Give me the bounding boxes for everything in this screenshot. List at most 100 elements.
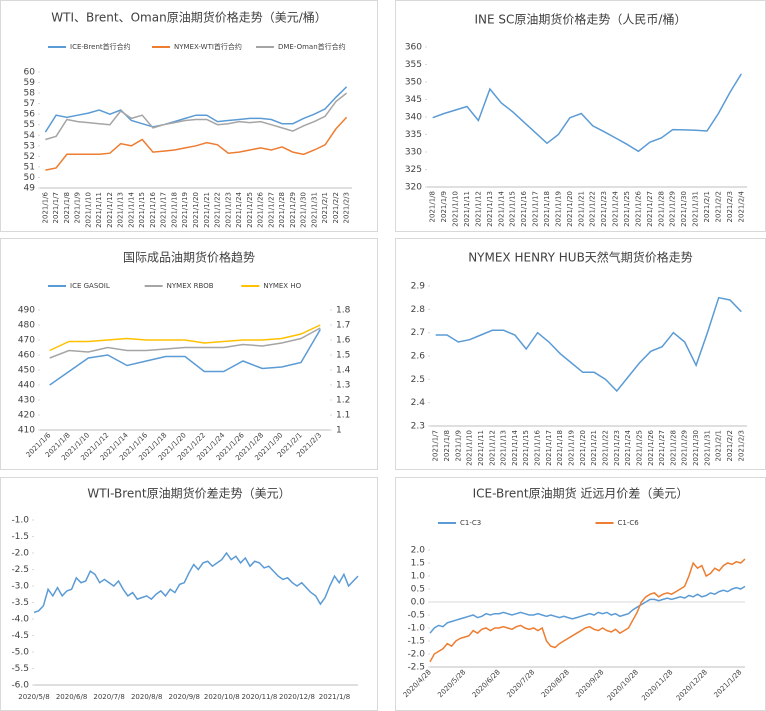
x-tick-label: 2021/1/19 — [181, 192, 189, 228]
legend-label: ICE-Brent首行合约 — [70, 42, 131, 51]
x-tick-label: 2021/1/17 — [532, 191, 540, 227]
x-tick-label: 2021/1/16 — [149, 191, 157, 227]
x-tick-label: 2020/10/8 — [204, 693, 240, 701]
series-line — [49, 327, 321, 359]
x-tick-label: 2021/1/30 — [680, 191, 688, 227]
x-tick-label: 2021/1/27 — [646, 191, 654, 227]
series-line — [49, 329, 321, 386]
chart-panel: WTI、Brent、Oman原油期货价格走势（美元/桶） 495051525354… — [0, 0, 378, 232]
y-tick-label: 1.1 — [336, 411, 350, 421]
x-tick-label: 2021/1/14 — [127, 191, 135, 227]
y-tick-label: 1.2 — [336, 396, 350, 406]
series-line — [45, 116, 348, 171]
x-tick-label: 2021/1/30 — [692, 430, 700, 466]
x-tick-label: 2021/1/11 — [463, 191, 471, 227]
y-tick-label: -2.5 — [11, 565, 29, 575]
y-tick-label: -4.0 — [11, 615, 29, 625]
y-tick-label: 360 — [405, 43, 422, 53]
x-tick-label: 2021/1/8 — [429, 191, 437, 222]
chart-title: WTI、Brent、Oman原油期货价格走势（美元/桶） — [51, 10, 326, 25]
y-tick-label: -5.0 — [11, 648, 29, 658]
x-tick-label: 2021/1/9 — [440, 191, 448, 222]
x-tick-label: 2021/2/3 — [343, 192, 351, 223]
y-tick-label: 2.0 — [411, 546, 426, 556]
x-tick-label: 2021/1/28 — [657, 191, 665, 227]
x-tick-label: 2021/1/24 — [235, 191, 243, 227]
x-tick-label: 2021/1/10 — [452, 191, 460, 227]
x-tick-label: 2021/1/10 — [84, 192, 92, 228]
x-tick-label: 2021/1/31 — [310, 192, 318, 228]
y-tick-label: 345 — [405, 95, 422, 105]
y-tick-label: -0.5 — [407, 611, 425, 621]
x-tick-label: 2021/1/9 — [454, 430, 462, 461]
y-tick-label: 2.8 — [411, 305, 426, 315]
y-tick-label: 330 — [405, 148, 422, 158]
y-tick-label: 1.7 — [336, 321, 350, 331]
y-tick-label: 325 — [405, 165, 422, 175]
y-tick-label: 2.3 — [411, 422, 425, 432]
legend-label: C1-C3 — [460, 519, 481, 527]
x-tick-label: 2021/1/17 — [160, 192, 168, 228]
y-tick-label: 57 — [24, 99, 35, 109]
x-tick-label: 2021/1/15 — [138, 192, 146, 228]
y-tick-label: 1.4 — [336, 366, 351, 376]
chart-title: ICE-Brent原油期货 近远月价差（美元） — [473, 486, 689, 501]
chart-panel: WTI-Brent原油期货价差走势（美元） -1.0 -1.5 -2.0 -2.5 -3.… — [0, 477, 378, 711]
x-tick-label: 2021/1/7 — [432, 430, 440, 461]
x-tick-label: 2021/1/12 — [474, 191, 482, 227]
x-tick-label: 2020/11/8 — [241, 693, 277, 701]
y-tick-label: 340 — [405, 113, 422, 123]
y-tick-label: 51 — [24, 162, 35, 172]
series-line — [33, 551, 359, 614]
x-tick-label: 2021/1/16 — [534, 429, 542, 465]
x-tick-label: 2021/1/26 — [647, 429, 655, 465]
x-tick-label: 2021/1/8 — [63, 192, 71, 223]
x-tick-label: 2021/1/28 — [278, 192, 286, 228]
y-tick-label: 1.3 — [336, 381, 350, 391]
y-tick-label: -6.0 — [11, 681, 29, 691]
x-tick-label: 2021/1/10 — [466, 430, 474, 466]
y-tick-label: -1.0 — [11, 516, 29, 526]
y-tick-label: 1.0 — [411, 572, 426, 582]
y-tick-label: 59 — [24, 78, 36, 88]
x-tick-label: 2021/1/18 — [556, 430, 564, 466]
y-tick-label: 1 — [336, 426, 342, 436]
x-tick-label: 2021/1/21 — [590, 430, 598, 466]
y-tick-label: 355 — [405, 60, 422, 70]
x-tick-label: 2021/2/1 — [703, 191, 711, 222]
y-tick-label: 2.6 — [411, 352, 426, 362]
x-tick-label: 2021/1/16 — [520, 190, 528, 226]
series-line — [435, 296, 742, 393]
y-tick-label: 49 — [24, 184, 36, 194]
x-tick-label: 2021/1/25 — [635, 430, 643, 466]
x-tick-label: 2021/1/20 — [566, 191, 574, 227]
x-tick-label: 2021/2/1 — [715, 430, 723, 461]
x-tick-label: 2020/12/8 — [279, 693, 315, 701]
chart-panel: 国际成品油期货价格趋势 410 420 430 440 450 460 470 480 490 1 1… — [0, 238, 378, 470]
x-tick-label: 2021/1/29 — [681, 430, 689, 466]
y-tick-label: -1.5 — [11, 532, 29, 542]
x-tick-label: 2021/1/23 — [613, 430, 621, 466]
x-tick-label: 2021/1/31 — [703, 430, 711, 466]
y-tick-label: 54 — [24, 131, 36, 141]
x-tick-label: 2021/1/30 — [300, 192, 308, 228]
x-tick-label: 2021/1/23 — [224, 192, 232, 228]
series-line — [432, 73, 742, 153]
x-tick-label: 2021/1/20 — [579, 430, 587, 466]
y-tick-label: -3.5 — [11, 598, 29, 608]
x-tick-label: 2021/1/25 — [623, 191, 631, 227]
x-tick-label: 2021/2/3 — [737, 430, 745, 461]
x-tick-label: 2021/1/27 — [267, 192, 275, 228]
x-tick-label: 2021/1/17 — [545, 430, 553, 466]
panel-border — [395, 0, 766, 232]
y-tick-label: 420 — [18, 411, 35, 421]
y-tick-label: -1.0 — [407, 624, 425, 634]
x-tick-label: 2021/2/1 — [321, 192, 329, 223]
x-tick-label: 2021/1/22 — [214, 192, 222, 228]
x-tick-label: 2020/5/8 — [18, 693, 49, 701]
x-tick-label: 2021/1/23 — [600, 191, 608, 227]
x-tick-label: 2021/1/14 — [497, 190, 505, 226]
legend-label: DME-Oman首行合约 — [278, 42, 346, 51]
y-tick-label: 320 — [405, 183, 422, 193]
